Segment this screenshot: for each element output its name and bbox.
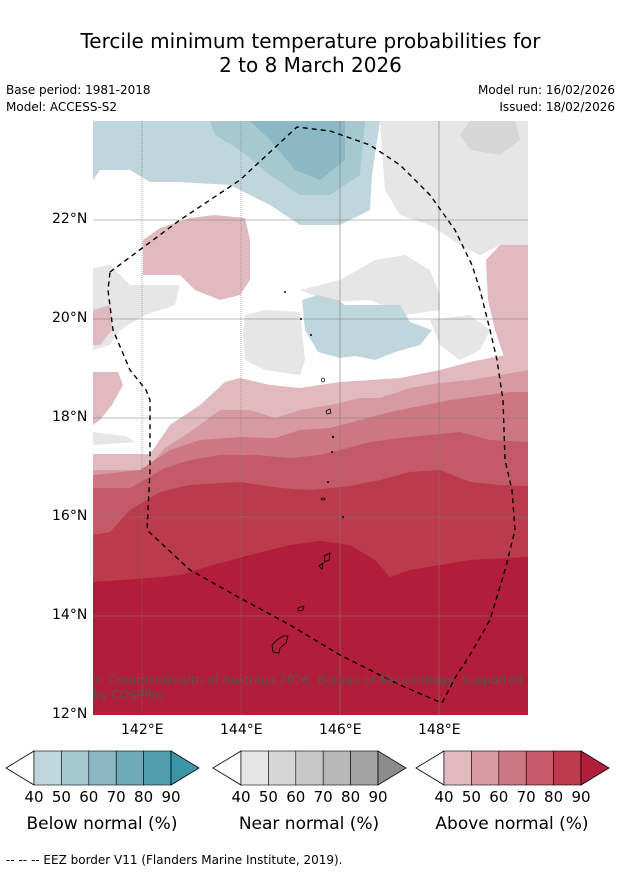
below-tick-label: 60 (79, 788, 99, 806)
legend-colorbars (5, 750, 610, 786)
near-tick-label: 40 (231, 788, 251, 806)
above-colorbar-segment (553, 750, 582, 786)
lon-label-146: 146°E (319, 722, 362, 738)
above-tick-label: 40 (434, 788, 454, 806)
above-colorbar-segment (525, 750, 554, 786)
below-colorbar-max-arrow (170, 750, 200, 786)
lat-label-22: 22°N (52, 211, 88, 227)
above-tick-label: 50 (461, 788, 481, 806)
below-colorbar-segment (33, 750, 62, 786)
near-normal-area-northeast (380, 121, 528, 255)
near-normal-area-east (430, 315, 490, 360)
near-colorbar-segment (350, 750, 379, 786)
issued-date: Issued: 18/02/2026 (499, 100, 615, 114)
title-line-1: Tercile minimum temperature probabilitie… (80, 29, 541, 53)
base-period: Base period: 1981-2018 (6, 83, 151, 97)
near-tick-label: 70 (313, 788, 333, 806)
model-run: Model run: 16/02/2026 (477, 83, 615, 97)
above-colorbar-segment (471, 750, 500, 786)
near-colorbar-max-arrow (377, 750, 407, 786)
near-tick-label: 60 (286, 788, 306, 806)
near-colorbar-segment (322, 750, 351, 786)
above-normal-area-ne (486, 245, 528, 360)
below-tick-label: 40 (24, 788, 44, 806)
below-normal-label: Below normal (%) (26, 814, 178, 834)
below-tick-label: 80 (134, 788, 154, 806)
near-normal-area-ne-inner (460, 121, 520, 155)
above-tick-label: 90 (571, 788, 591, 806)
above-normal-area-west (93, 305, 112, 345)
near-normal-area-west (93, 265, 180, 350)
above-colorbar-max-arrow (580, 750, 610, 786)
below-normal-area-north-60 (250, 121, 345, 180)
above-colorbar-segment (498, 750, 527, 786)
above-colorbar-segment (443, 750, 472, 786)
lon-label-148: 148°E (418, 722, 461, 738)
above-tick-label: 70 (516, 788, 536, 806)
near-normal-area-center (243, 310, 305, 375)
lat-label-14: 14°N (52, 607, 88, 623)
above-normal-area-north (143, 215, 250, 300)
above-colorbar-min-arrow (415, 750, 445, 786)
below-colorbar-segment (115, 750, 144, 786)
above-normal-band-90 (93, 541, 528, 715)
below-colorbar-min-arrow (5, 750, 35, 786)
lat-label-20: 20°N (52, 310, 88, 326)
below-colorbar-segment (61, 750, 90, 786)
below-tick-label: 50 (51, 788, 71, 806)
below-colorbar-segment (143, 750, 172, 786)
near-tick-label: 90 (368, 788, 388, 806)
below-colorbar-segment (88, 750, 117, 786)
below-normal-area-middle (302, 295, 432, 360)
above-tick-label: 60 (489, 788, 509, 806)
copyright-line-2: by COSPPac (93, 688, 165, 702)
near-tick-label: 80 (341, 788, 361, 806)
lon-label-144: 144°E (220, 722, 263, 738)
lon-label-142: 142°E (121, 722, 164, 738)
lat-label-16: 16°N (52, 508, 88, 524)
islands (271, 290, 344, 654)
near-normal-label: Near normal (%) (238, 814, 380, 834)
title-line-2: 2 to 8 March 2026 (219, 53, 402, 77)
eez-border (107, 126, 516, 704)
near-tick-label: 50 (258, 788, 278, 806)
above-normal-label: Above normal (%) (435, 814, 589, 834)
below-tick-label: 70 (106, 788, 126, 806)
near-colorbar-segment (240, 750, 269, 786)
below-tick-label: 90 (161, 788, 181, 806)
near-colorbar-segment (295, 750, 324, 786)
lat-label-12: 12°N (52, 706, 88, 722)
near-colorbar-segment (268, 750, 297, 786)
copyright-line-1: © Commonwealth of Australia 2026, Bureau… (93, 673, 523, 687)
above-tick-label: 80 (544, 788, 564, 806)
near-colorbar-min-arrow (212, 750, 242, 786)
near-normal-area-sliver (93, 432, 135, 445)
above-normal-area-west-2 (93, 372, 123, 425)
lat-label-18: 18°N (52, 409, 88, 425)
model-name: Model: ACCESS-S2 (6, 100, 118, 114)
eez-footer-note: -- -- -- EEZ border V11 (Flanders Marine… (6, 853, 343, 867)
